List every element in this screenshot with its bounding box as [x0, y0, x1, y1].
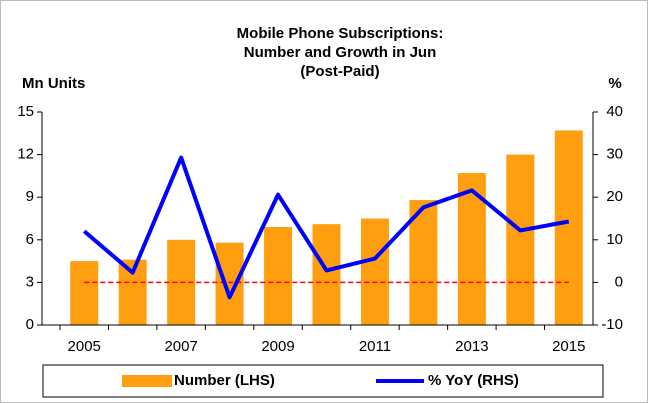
legend-label: % YoY (RHS) — [428, 372, 519, 389]
y2-tick-label: -10 — [601, 316, 623, 333]
x-tick-label: 2013 — [455, 338, 488, 355]
y-axis-label: Mn Units — [22, 75, 85, 92]
bar — [264, 227, 293, 325]
x-tick-label: 2011 — [359, 338, 391, 355]
y-tick-label: 0 — [26, 316, 34, 333]
x-tick-label: 2015 — [552, 338, 585, 355]
y2-tick-label: 0 — [615, 273, 623, 290]
chart-title: (Post-Paid) — [300, 63, 379, 80]
bar — [506, 154, 535, 325]
y-tick-label: 3 — [26, 273, 34, 290]
legend-swatch — [122, 375, 172, 387]
y-tick-label: 9 — [26, 188, 34, 205]
bar — [215, 242, 244, 325]
y2-tick-label: 10 — [606, 231, 623, 248]
y-tick-label: 12 — [17, 146, 34, 163]
x-tick-label: 2005 — [68, 338, 101, 355]
y-tick-label: 6 — [26, 231, 34, 248]
line — [82, 155, 570, 300]
y2-axis-label: % — [608, 75, 621, 92]
bar — [554, 130, 583, 325]
bar — [360, 218, 389, 325]
y2-tick-label: 20 — [606, 188, 623, 205]
y-tick-label: 15 — [17, 103, 34, 120]
bar — [312, 224, 341, 325]
legend-label: Number (LHS) — [174, 372, 275, 389]
x-tick-label: 2007 — [164, 338, 197, 355]
y2-tick-label: 40 — [606, 103, 623, 120]
x-tick-label: 2009 — [261, 338, 294, 355]
y2-tick-label: 30 — [606, 146, 623, 163]
chart-title: Mobile Phone Subscriptions: — [237, 25, 444, 42]
bar — [70, 261, 99, 325]
chart-title: Number and Growth in Jun — [244, 44, 437, 61]
bar — [409, 200, 438, 325]
